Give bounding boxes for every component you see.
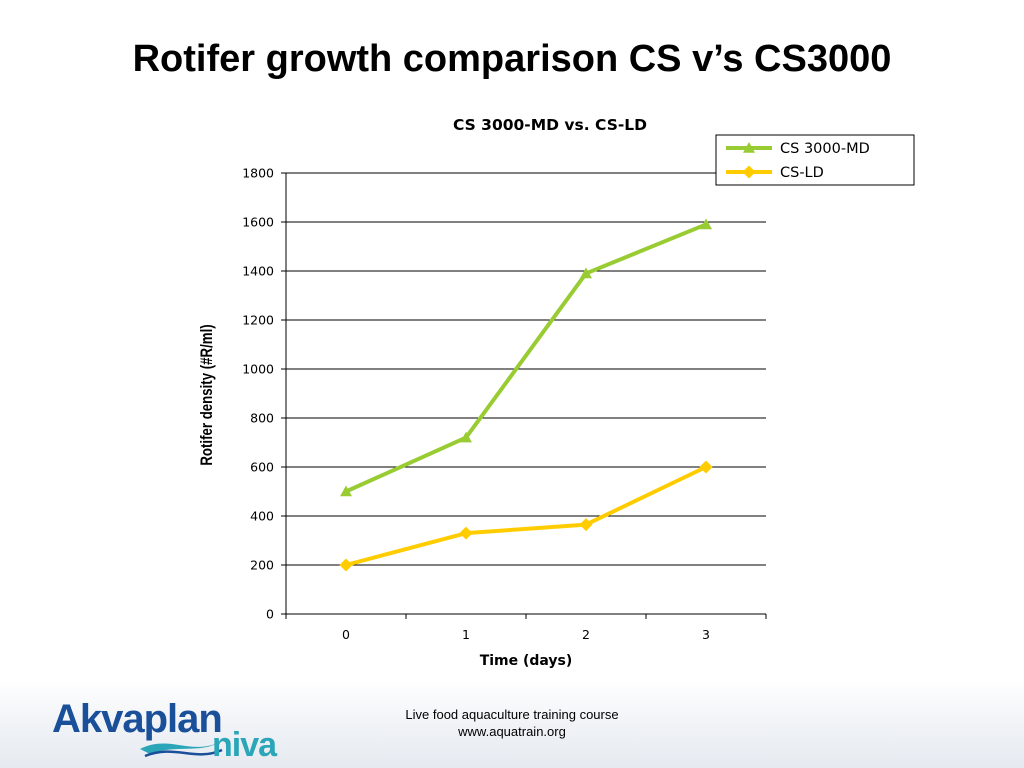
- axes: 0 200 400 600 800 1000 1200 1400 1600 1800 0 1 2 3: [242, 166, 767, 642]
- chart-title: CS 3000-MD vs. CS-LD: [453, 116, 647, 134]
- series-line-1: [345, 465, 707, 567]
- y-tick-label: 1800: [242, 166, 274, 181]
- x-tick-label: 2: [582, 627, 590, 642]
- data-point-diamond: [459, 526, 473, 540]
- series-line-0: [345, 222, 707, 494]
- gridlines: [286, 172, 766, 566]
- y-tick-label: 200: [250, 558, 274, 573]
- footer-url: www.aquatrain.org: [458, 724, 566, 739]
- series: [339, 218, 713, 572]
- x-tick-label: 0: [342, 627, 350, 642]
- wave-line-icon: [144, 748, 223, 758]
- y-tick-label: 1000: [242, 362, 274, 377]
- data-point-diamond: [699, 460, 713, 474]
- line-chart: CS 3000-MD vs. CS-LD 0200400600800100012…: [198, 116, 915, 669]
- logo-text-akvaplan: Akvaplan: [52, 697, 222, 741]
- y-tick-label: 1600: [242, 215, 274, 230]
- data-point-triangle: [580, 267, 592, 279]
- slide-title: Rotifer growth comparison CS v’s CS3000: [132, 38, 892, 80]
- legend-label: CS 3000-MD: [780, 141, 870, 157]
- akvaplan-niva-logo: Akvaplan niva: [52, 697, 279, 762]
- x-tick-label: 3: [702, 627, 710, 642]
- data-point-triangle: [460, 431, 472, 443]
- chart-legend: CS 3000-MD CS-LD: [715, 134, 915, 186]
- y-tick-label: 1400: [242, 264, 274, 279]
- y-tick-label: 800: [250, 411, 274, 426]
- footer-course: Live food aquaculture training course: [405, 707, 619, 722]
- data-point-diamond: [742, 165, 756, 179]
- data-point-triangle: [743, 142, 755, 153]
- data-point-triangle: [340, 485, 352, 497]
- x-axis-label: Time (days): [480, 653, 573, 669]
- data-point-diamond: [579, 518, 593, 532]
- x-tick-label: 1: [462, 627, 470, 642]
- logo-text-niva: niva: [212, 726, 278, 762]
- data-point-triangle: [700, 218, 712, 230]
- data-point-diamond: [339, 558, 353, 572]
- footer-text: Live food aquaculture training course ww…: [362, 706, 662, 740]
- y-axis-label: Rotifer density (#R/ml): [198, 324, 217, 465]
- slide-footer-band: [0, 680, 1024, 768]
- legend-label: CS-LD: [780, 165, 824, 181]
- wave-icon: [140, 742, 220, 754]
- y-tick-label: 400: [250, 509, 274, 524]
- y-tick-label: 600: [250, 460, 274, 475]
- y-tick-label: 0: [266, 607, 274, 622]
- y-tick-label: 1200: [242, 313, 274, 328]
